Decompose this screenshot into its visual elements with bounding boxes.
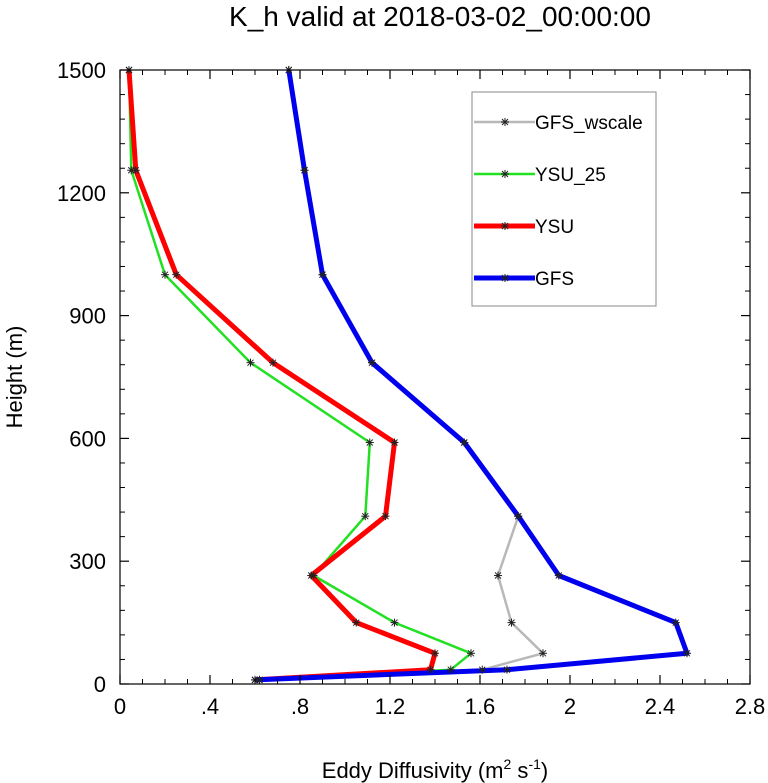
data-point-ysu-25 [361, 512, 370, 521]
data-point-ysu-25 [390, 618, 399, 627]
x-axis-label-main: Eddy Diffusivity (m [322, 758, 504, 783]
data-point-gfs-wscale [478, 665, 487, 674]
data-point-gfs [318, 270, 327, 279]
x-axis-label: Eddy Diffusivity (m2 s-1) [322, 756, 548, 783]
legend-label-gfs-wscale: GFS_wscale [535, 113, 643, 134]
data-point-ysu [352, 618, 361, 627]
chart-title: K_h valid at 2018-03-02_00:00:00 [229, 1, 651, 32]
x-axis-label-sup1: 2 [504, 756, 512, 772]
x-tick-label: 2 [564, 694, 576, 719]
data-point-ysu [390, 438, 399, 447]
y-tick-label: 0 [94, 672, 106, 697]
legend: GFS_wscale YSU_25 YSU GFS [471, 91, 657, 307]
data-point-gfs [514, 512, 523, 521]
series-line-ysu-25 [127, 69, 473, 682]
legend-label-ysu-25: YSU_25 [535, 165, 606, 186]
legend-marker-gfs [501, 274, 509, 282]
x-tick-label: 2.4 [645, 694, 676, 719]
data-point-ysu [269, 358, 277, 367]
x-tick-label: .4 [201, 694, 219, 719]
data-point-gfs-wscale [507, 618, 516, 627]
y-tick-label: 1200 [57, 181, 106, 206]
y-tick-label: 1500 [57, 58, 106, 83]
data-point-gfs [503, 665, 511, 674]
legend-label-ysu: YSU [535, 217, 574, 238]
data-point-ysu [307, 571, 316, 580]
data-point-gfs-wscale [539, 649, 547, 658]
data-point-ysu [381, 512, 390, 521]
x-tick-label: 2.8 [735, 694, 766, 719]
data-point-ysu-25 [446, 665, 455, 674]
x-axis-label-mid: s [511, 758, 528, 783]
data-point-ysu [431, 649, 439, 658]
legend-label-gfs: GFS [535, 269, 574, 290]
x-axis-label-sup2: -1 [528, 756, 541, 772]
data-point-ysu [426, 665, 435, 674]
data-point-gfs [554, 571, 563, 580]
y-tick-label: 300 [69, 549, 106, 574]
x-tick-label: 0 [114, 694, 126, 719]
x-axis-label-end: ) [541, 758, 548, 783]
y-tick-label: 600 [69, 426, 106, 451]
ticks-layer: 0 .4 .8 1.2 1.6 2 2.4 2.8 0 300 600 900 1200 1500 [57, 58, 765, 719]
data-point-ysu-25 [161, 270, 169, 279]
data-point-gfs [460, 438, 469, 447]
y-tick-label: 900 [69, 304, 106, 329]
data-point-ysu-25 [467, 649, 475, 658]
data-point-ysu [172, 270, 181, 279]
data-point-gfs-wscale [494, 571, 502, 580]
data-point-gfs [300, 166, 309, 175]
x-tick-label: .8 [291, 694, 309, 719]
x-tick-label: 1.6 [465, 694, 496, 719]
data-point-ysu [131, 166, 140, 175]
legend-marker-ysu-25 [501, 170, 509, 178]
x-tick-label: 1.2 [375, 694, 406, 719]
data-point-gfs [671, 618, 680, 627]
legend-marker-ysu [501, 222, 509, 230]
y-axis-label: Height (m) [2, 326, 27, 429]
legend-marker-gfs-wscale [501, 118, 509, 126]
data-point-ysu-25 [246, 358, 255, 367]
data-point-gfs [683, 649, 691, 658]
legend-box [471, 91, 657, 307]
data-point-ysu-25 [365, 438, 374, 447]
data-point-gfs [368, 358, 376, 367]
